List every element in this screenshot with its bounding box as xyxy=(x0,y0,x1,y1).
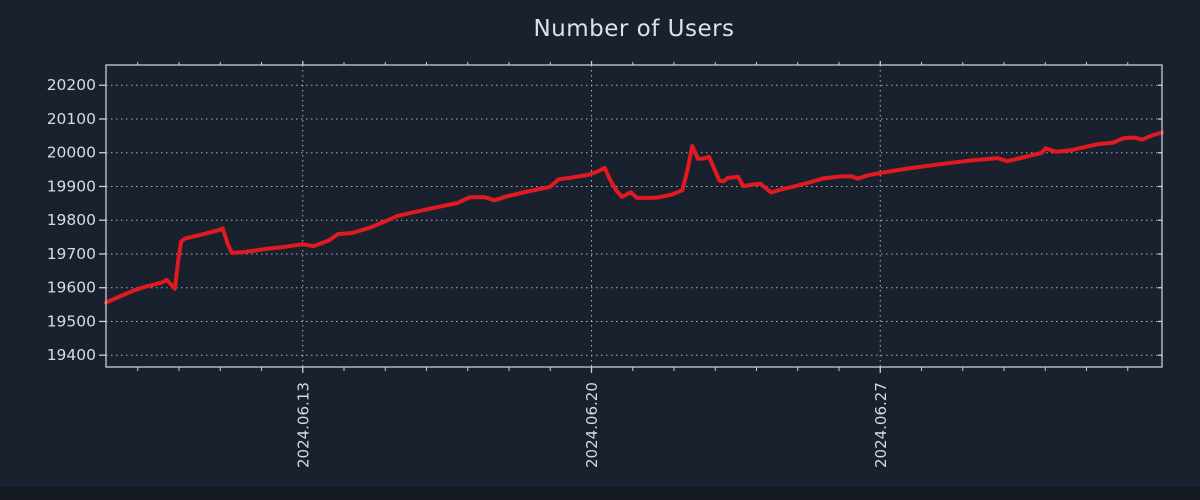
y-tick-label: 19400 xyxy=(47,346,96,364)
y-tick-label: 19500 xyxy=(47,312,96,330)
bottom-edge-bar xyxy=(0,487,1200,500)
y-tick-label: 19600 xyxy=(47,279,96,297)
chart-title: Number of Users xyxy=(533,16,735,42)
x-tick-label: 2024.06.20 xyxy=(583,382,601,468)
y-tick-label: 20100 xyxy=(47,110,96,128)
y-tick-label: 19900 xyxy=(47,177,96,195)
y-tick-label: 20200 xyxy=(47,76,96,94)
y-tick-label: 19800 xyxy=(47,211,96,229)
y-tick-label: 19700 xyxy=(47,245,96,263)
plot-border xyxy=(105,64,1163,368)
x-tick-label: 2024.06.27 xyxy=(872,382,890,468)
x-tick-label: 2024.06.13 xyxy=(294,382,312,468)
y-tick-label: 20000 xyxy=(47,144,96,162)
users-series-line xyxy=(104,130,1164,305)
